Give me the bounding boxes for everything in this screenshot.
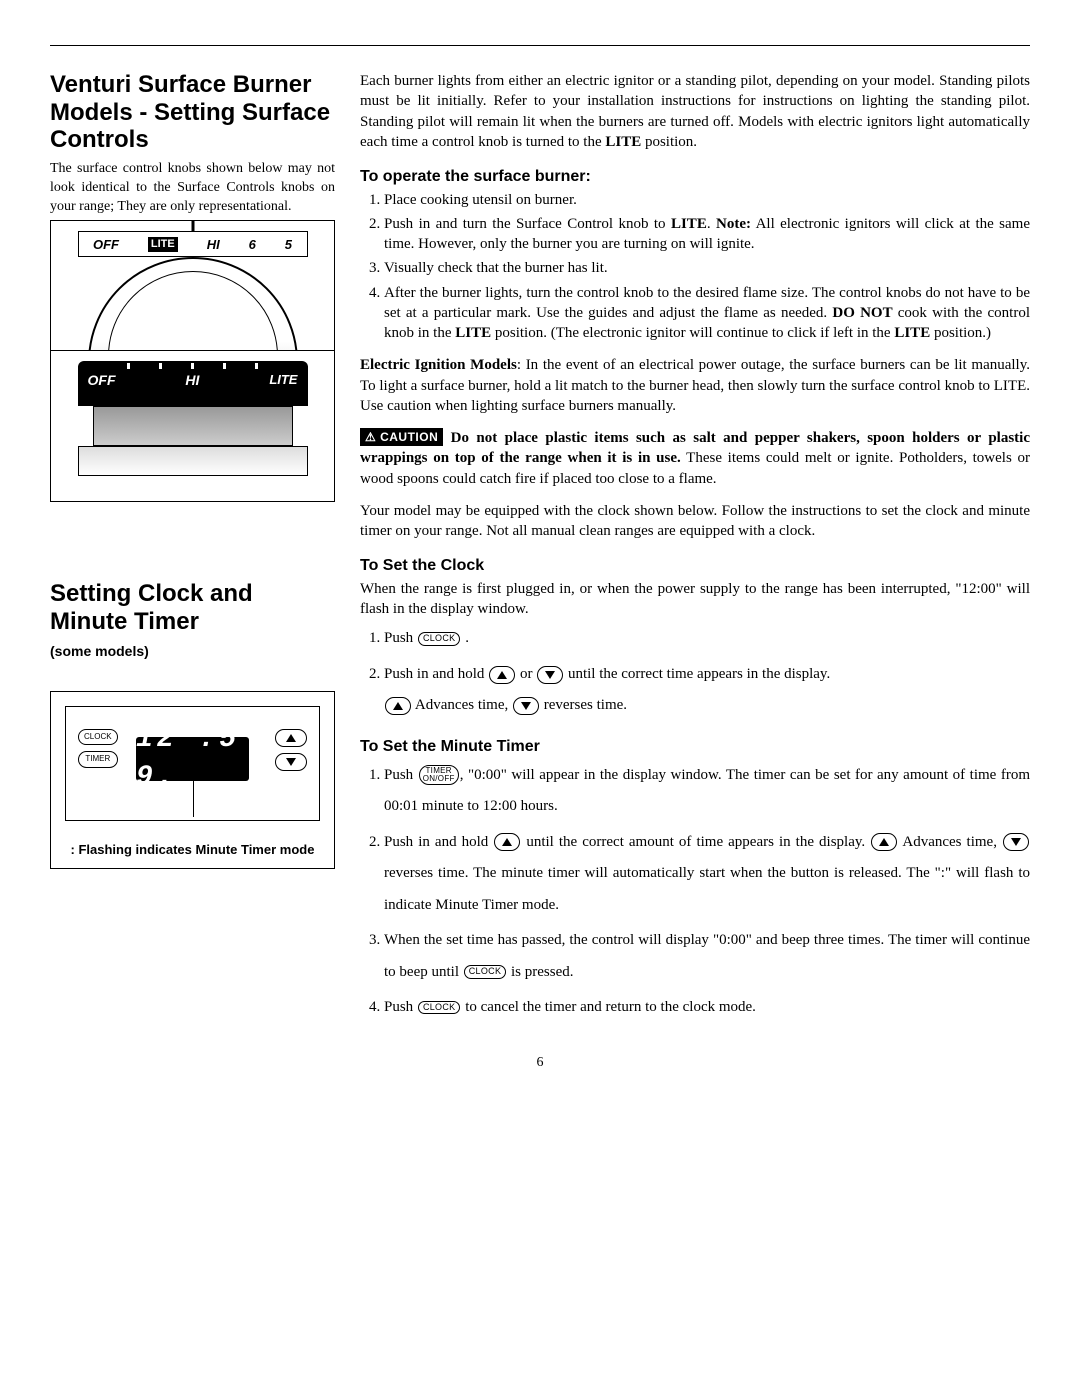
caution-icon: CAUTION: [360, 428, 443, 446]
up-arrow-icon: [275, 729, 307, 747]
elec-bold: Electric Ignition Models: [360, 357, 517, 373]
heading-minute-timer: To Set the Minute Timer: [360, 736, 1030, 758]
op-step-4: After the burner lights, turn the contro…: [384, 283, 1030, 344]
mt-step-1: Push TIMERON/OFF, "0:00" will appear in …: [384, 760, 1030, 823]
setclock-list: Push CLOCK . Push in and hold or until t…: [360, 623, 1030, 722]
top-rule: [50, 45, 1030, 46]
sc2d: Advances time,: [412, 697, 512, 713]
knob-body-icon: [93, 406, 293, 446]
lcd-pointer-icon: [193, 781, 194, 817]
up-arrow-icon: [385, 697, 411, 715]
mt-step-3: When the set time has passed, the contro…: [384, 925, 1030, 988]
mt2d: reverses time. The minute timer will aut…: [384, 865, 1030, 913]
knob-top-diagram: OFF LITE HI 6 5: [51, 221, 334, 351]
sc2c: until the correct time appears in the di…: [564, 666, 830, 682]
setclock-intro: When the range is first plugged in, or w…: [360, 579, 1030, 620]
up-arrow-icon: [871, 833, 897, 851]
lcd-display: 12 :5 9.: [136, 737, 249, 781]
sc1a: Push: [384, 630, 417, 646]
knob-ticks-icon: [98, 363, 288, 369]
down-arrow-icon: [513, 697, 539, 715]
scale-5: 5: [285, 236, 292, 254]
op4-donot: DO NOT: [832, 305, 892, 321]
mt3b: is pressed.: [507, 964, 573, 980]
intro-lite: LITE: [605, 134, 641, 150]
sc2a: Push in and hold: [384, 666, 488, 682]
heading-clock: Setting Clock and Minute Timer: [50, 580, 335, 635]
clock-button-inline: CLOCK: [464, 965, 507, 978]
op2a: Push in and turn the Surface Control kno…: [384, 216, 671, 232]
op4-lite2: LITE: [894, 325, 930, 341]
clock-right-buttons: [275, 729, 307, 771]
timer-button: TIMER: [78, 751, 118, 768]
intro-tail: position.: [641, 134, 697, 150]
page-number: 6: [50, 1054, 1030, 1073]
ring-hi: HI: [185, 371, 199, 390]
scale-lite: LITE: [148, 237, 178, 252]
ring-lite: LITE: [269, 371, 297, 390]
scale-off: OFF: [93, 236, 119, 254]
sc1b: .: [461, 630, 469, 646]
electric-para: Electric Ignition Models: In the event o…: [360, 355, 1030, 416]
sc2b: or: [516, 666, 536, 682]
right-column: Each burner lights from either an electr…: [360, 71, 1030, 1036]
timer-button-inline: TIMERON/OFF: [419, 765, 459, 786]
mt2c: Advances time,: [898, 834, 1002, 850]
knob-base-icon: [78, 446, 308, 476]
page-content: Venturi Surface Burner Models - Setting …: [50, 71, 1030, 1036]
op2b: .: [707, 216, 716, 232]
down-arrow-icon: [275, 753, 307, 771]
ring-off: OFF: [88, 371, 116, 390]
clock-button-inline: CLOCK: [418, 632, 461, 645]
minute-timer-list: Push TIMERON/OFF, "0:00" will appear in …: [360, 760, 1030, 1024]
down-arrow-icon: [537, 666, 563, 684]
op4-lite1: LITE: [455, 325, 491, 341]
operate-list: Place cooking utensil on burner. Push in…: [360, 190, 1030, 344]
knob-bottom-diagram: OFF HI LITE: [51, 351, 334, 501]
knob-scale: OFF LITE HI 6 5: [78, 231, 308, 257]
clock-button: CLOCK: [78, 729, 118, 746]
knob-ring-text: OFF HI LITE: [88, 371, 298, 390]
clock-button-inline: CLOCK: [418, 1001, 461, 1014]
heading-operate: To operate the surface burner:: [360, 166, 1030, 188]
scale-hi: HI: [207, 236, 220, 254]
mt-step-2: Push in and hold until the correct amoun…: [384, 827, 1030, 922]
up-arrow-icon: [489, 666, 515, 684]
clock-panel: CLOCK TIMER 12 :5 9.: [65, 706, 320, 821]
mt2a: Push in and hold: [384, 834, 493, 850]
op-step-2: Push in and turn the Surface Control kno…: [384, 214, 1030, 255]
up-arrow-icon: [494, 833, 520, 851]
caution-para: CAUTION Do not place plastic items such …: [360, 428, 1030, 489]
intro-para: Each burner lights from either an electr…: [360, 71, 1030, 152]
sc-step-1: Push CLOCK .: [384, 623, 1030, 655]
clock-intro-para: Your model may be equipped with the cloc…: [360, 501, 1030, 542]
sub-some-models: (some models): [50, 642, 335, 661]
op4c: position. (The electronic ignitor will c…: [491, 325, 894, 341]
mt4b: to cancel the timer and return to the cl…: [461, 999, 755, 1015]
heading-set-clock: To Set the Clock: [360, 555, 1030, 577]
mt-step-4: Push CLOCK to cancel the timer and retur…: [384, 992, 1030, 1024]
op-step-3: Visually check that the burner has lit.: [384, 258, 1030, 278]
clock-left-buttons: CLOCK TIMER: [78, 729, 118, 769]
sc-step-2: Push in and hold or until the correct ti…: [384, 659, 1030, 722]
sc2e: reverses time.: [540, 697, 627, 713]
left-column: Venturi Surface Burner Models - Setting …: [50, 71, 335, 1036]
op-step-1: Place cooking utensil on burner.: [384, 190, 1030, 210]
op2-lite: LITE: [671, 216, 707, 232]
mt2b: until the correct amount of time appears…: [521, 834, 870, 850]
mt1b: , "0:00" will appear in the display wind…: [384, 767, 1030, 815]
op4d: position.): [930, 325, 991, 341]
op2-note: Note:: [716, 216, 751, 232]
clock-caption: : Flashing indicates Minute Timer mode: [51, 835, 334, 869]
knob-note: The surface control knobs shown below ma…: [50, 160, 335, 217]
scale-6: 6: [249, 236, 256, 254]
heading-burner: Venturi Surface Burner Models - Setting …: [50, 71, 335, 154]
down-arrow-icon: [1003, 833, 1029, 851]
pointer-tick-icon: [191, 221, 194, 231]
mt1a: Push: [384, 767, 418, 783]
clock-figure: CLOCK TIMER 12 :5 9. : Flashing indicate…: [50, 691, 335, 870]
knob-figure: OFF LITE HI 6 5 OFF HI LITE: [50, 220, 335, 502]
mt4a: Push: [384, 999, 417, 1015]
